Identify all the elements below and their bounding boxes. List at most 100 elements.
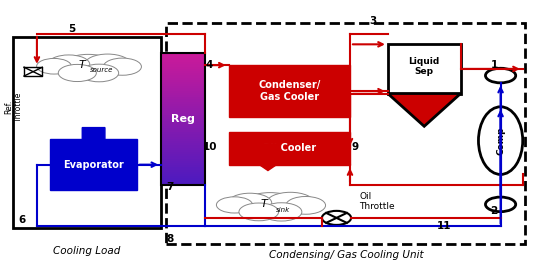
Ellipse shape <box>286 196 326 214</box>
Bar <box>161 134 205 137</box>
Bar <box>161 108 205 110</box>
Bar <box>161 154 205 156</box>
Bar <box>161 110 205 113</box>
Text: Evaporator: Evaporator <box>63 160 124 170</box>
Bar <box>161 127 205 130</box>
Bar <box>161 94 205 97</box>
Bar <box>161 167 205 170</box>
Bar <box>161 136 205 139</box>
Circle shape <box>485 197 516 212</box>
Bar <box>161 88 205 91</box>
Text: Condensing/ Gas Cooling Unit: Condensing/ Gas Cooling Unit <box>269 250 424 260</box>
Bar <box>161 81 205 84</box>
Text: 7: 7 <box>167 183 174 193</box>
Ellipse shape <box>58 64 96 82</box>
Bar <box>161 121 205 124</box>
Text: 2: 2 <box>490 206 498 216</box>
Bar <box>161 163 205 165</box>
Bar <box>161 123 205 126</box>
Text: 10: 10 <box>203 142 217 152</box>
Bar <box>161 149 205 152</box>
Ellipse shape <box>48 55 90 74</box>
Bar <box>161 64 205 67</box>
Bar <box>161 92 205 95</box>
Bar <box>161 165 205 167</box>
Bar <box>161 171 205 174</box>
Bar <box>161 62 205 64</box>
Bar <box>161 66 205 69</box>
Bar <box>161 97 205 99</box>
Circle shape <box>485 68 516 83</box>
Ellipse shape <box>60 54 116 80</box>
Bar <box>161 112 205 115</box>
Bar <box>161 140 205 143</box>
Bar <box>161 68 205 71</box>
Polygon shape <box>388 94 460 126</box>
Bar <box>161 130 205 132</box>
Circle shape <box>322 211 351 225</box>
Bar <box>161 77 205 80</box>
Bar <box>161 55 205 58</box>
Bar <box>161 145 205 148</box>
Bar <box>161 147 205 150</box>
Bar <box>161 180 205 183</box>
Bar <box>161 73 205 75</box>
Bar <box>161 70 205 73</box>
Bar <box>161 57 205 60</box>
Bar <box>167 23 526 244</box>
Bar <box>161 125 205 128</box>
Bar <box>161 160 205 163</box>
Text: Ref.
Throttle: Ref. Throttle <box>4 92 23 122</box>
Bar <box>161 176 205 178</box>
FancyArrow shape <box>250 143 286 170</box>
Bar <box>161 114 205 117</box>
Ellipse shape <box>241 193 299 219</box>
Bar <box>161 79 205 82</box>
Bar <box>161 173 205 176</box>
Bar <box>161 90 205 93</box>
Ellipse shape <box>85 54 130 75</box>
Bar <box>161 99 205 102</box>
Text: 6: 6 <box>18 215 26 225</box>
Ellipse shape <box>478 107 523 174</box>
Bar <box>161 53 205 185</box>
Bar <box>161 119 205 121</box>
Text: T: T <box>261 199 268 209</box>
Text: Cooling Load: Cooling Load <box>53 246 120 256</box>
Bar <box>12 37 161 228</box>
Bar <box>161 101 205 104</box>
Ellipse shape <box>217 197 252 213</box>
Bar <box>161 75 205 78</box>
Ellipse shape <box>79 64 119 82</box>
Bar <box>161 182 205 185</box>
Ellipse shape <box>103 58 141 75</box>
Text: 9: 9 <box>352 142 359 152</box>
Text: 8: 8 <box>167 234 174 244</box>
Ellipse shape <box>261 203 302 221</box>
Bar <box>229 65 350 117</box>
Bar <box>161 105 205 108</box>
Text: 11: 11 <box>437 221 452 231</box>
Text: Reg: Reg <box>171 114 195 124</box>
Ellipse shape <box>36 58 71 74</box>
Text: 4: 4 <box>206 60 213 70</box>
Text: 3: 3 <box>370 16 377 26</box>
Text: Condenser/
Gas Cooler: Condenser/ Gas Cooler <box>258 80 320 102</box>
Bar <box>161 103 205 106</box>
Text: 5: 5 <box>68 24 75 34</box>
Bar <box>161 59 205 62</box>
Bar <box>161 156 205 159</box>
Text: Oil
Throttle: Oil Throttle <box>359 191 395 211</box>
Bar <box>161 138 205 141</box>
Ellipse shape <box>267 192 314 214</box>
Text: sink: sink <box>275 206 289 213</box>
Bar <box>161 84 205 86</box>
Bar <box>161 158 205 161</box>
Text: 1: 1 <box>490 60 498 70</box>
Text: Comp: Comp <box>496 126 505 155</box>
Bar <box>161 169 205 172</box>
Bar <box>161 178 205 180</box>
Bar <box>161 86 205 88</box>
Bar <box>161 143 205 145</box>
Bar <box>161 117 205 119</box>
